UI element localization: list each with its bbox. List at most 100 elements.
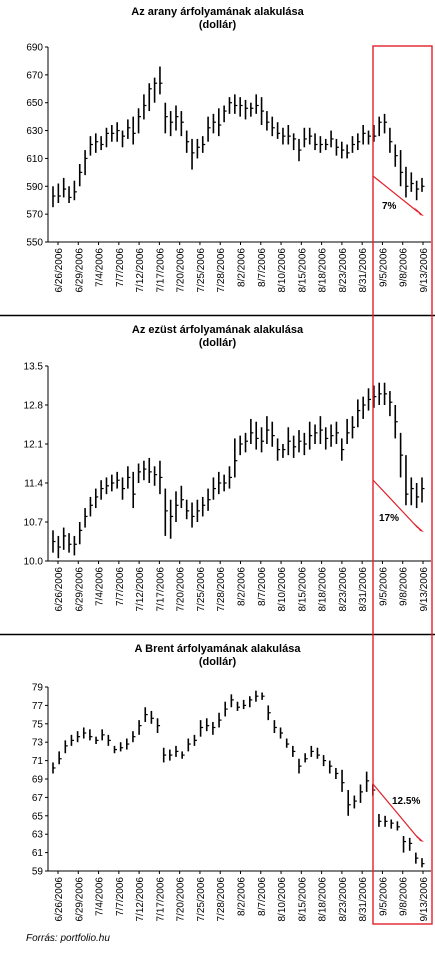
x-tick-label: 7/4/2006 [95,877,106,916]
y-tick-label: 77 [32,701,44,712]
x-tick-label: 8/18/2006 [318,567,329,612]
x-tick-label: 6/29/2006 [74,877,85,922]
chart-subtitle: (dollár) [199,656,237,668]
chart-title: Az arany árfolyamának alakulása [131,6,304,18]
x-tick-label: 8/18/2006 [318,877,329,922]
y-tick-label: 73 [32,738,44,749]
source-caption: Forrás: portfolio.hu [26,933,110,944]
x-tick-label: 9/5/2006 [378,567,389,606]
x-tick-label: 6/26/2006 [54,248,65,293]
y-tick-label: 63 [32,830,44,841]
x-tick-label: 6/26/2006 [54,877,65,922]
chart-subtitle: (dollár) [199,19,237,31]
y-tick-label: 13.5 [24,362,44,373]
x-tick-label: 8/2/2006 [237,567,248,606]
trend-arrow-head [414,207,424,216]
x-tick-label: 7/28/2006 [216,877,227,922]
x-tick-label: 8/31/2006 [358,877,369,922]
y-tick-label: 69 [32,775,44,786]
chart-title: Az ezüst árfolyamának alakulása [132,324,304,336]
x-tick-label: 7/20/2006 [176,248,187,293]
y-tick-label: 630 [26,126,43,137]
trend-arrow [372,175,419,213]
x-tick-label: 7/4/2006 [95,248,106,287]
x-tick-label: 7/28/2006 [216,567,227,612]
x-tick-label: 7/25/2006 [196,877,207,922]
y-tick-label: 650 [26,98,43,109]
y-tick-label: 61 [32,848,44,859]
x-tick-label: 9/5/2006 [378,248,389,287]
x-tick-label: 7/12/2006 [135,248,146,293]
x-tick-label: 8/18/2006 [318,248,329,293]
x-tick-label: 7/17/2006 [155,248,166,293]
y-tick-label: 67 [32,793,44,804]
y-tick-label: 12.1 [24,440,44,451]
x-tick-label: 8/23/2006 [338,567,349,612]
chart-panel-1: Az arany árfolyamának alakulása(dollár) 5… [26,6,431,293]
x-tick-label: 7/17/2006 [155,877,166,922]
x-tick-label: 7/25/2006 [196,567,207,612]
x-tick-label: 9/8/2006 [399,567,410,606]
x-tick-label: 7/12/2006 [135,567,146,612]
y-tick-label: 65 [32,811,44,822]
change-annotation: 12.5% [392,796,420,807]
x-tick-label: 7/4/2006 [95,567,106,606]
x-tick-label: 7/7/2006 [115,567,126,606]
y-tick-label: 10.7 [24,518,44,529]
trend-arrow [372,783,419,839]
x-tick-label: 8/7/2006 [257,877,268,916]
x-tick-label: 8/7/2006 [257,248,268,287]
x-tick-label: 8/2/2006 [237,877,248,916]
y-tick-label: 11.4 [24,479,43,490]
y-tick-label: 690 [26,43,43,54]
y-tick-label: 670 [26,70,43,81]
x-tick-label: 8/15/2006 [297,877,308,922]
y-tick-label: 79 [32,683,44,694]
chart-title: A Brent árfolyamának alakulása [135,643,302,655]
x-tick-label: 7/17/2006 [155,567,166,612]
x-tick-label: 7/20/2006 [176,567,187,612]
y-tick-label: 550 [26,238,43,249]
x-tick-label: 8/10/2006 [277,567,288,612]
y-tick-label: 10.0 [24,557,44,568]
y-tick-label: 59 [32,867,44,878]
y-tick-label: 590 [26,182,43,193]
x-tick-label: 7/12/2006 [135,877,146,922]
change-annotation: 7% [382,201,397,212]
highlight-box [372,45,433,925]
x-tick-label: 7/7/2006 [115,877,126,916]
x-tick-label: 7/20/2006 [176,877,187,922]
chart-subtitle: (dollár) [199,337,237,349]
trend-arrow-head [414,833,424,842]
x-tick-label: 6/29/2006 [74,248,85,293]
y-tick-label: 71 [32,756,44,767]
trend-arrow-head [414,523,424,532]
x-tick-label: 6/26/2006 [54,567,65,612]
y-tick-label: 610 [26,154,43,165]
x-tick-label: 8/7/2006 [257,567,268,606]
x-tick-label: 8/23/2006 [338,248,349,293]
x-tick-label: 9/8/2006 [399,877,410,916]
x-tick-label: 7/7/2006 [115,248,126,287]
x-tick-label: 6/29/2006 [74,567,85,612]
x-tick-label: 8/15/2006 [297,248,308,293]
x-tick-label: 8/31/2006 [358,248,369,293]
x-tick-label: 8/15/2006 [297,567,308,612]
change-annotation: 17% [379,513,399,524]
x-tick-label: 8/31/2006 [358,567,369,612]
chart-panel-2: Az ezüst árfolyamának alakulása(dollár) 1… [24,324,431,612]
x-tick-label: 9/8/2006 [399,248,410,287]
x-tick-label: 9/13/2006 [419,567,430,612]
y-tick-label: 12.8 [24,401,44,412]
x-tick-label: 7/25/2006 [196,248,207,293]
chart-panel-3: A Brent árfolyamának alakulása(dollár) 59… [32,643,431,922]
x-tick-label: 8/10/2006 [277,248,288,293]
x-tick-label: 8/10/2006 [277,877,288,922]
x-tick-label: 9/13/2006 [419,877,430,922]
y-tick-label: 75 [32,719,44,730]
x-tick-label: 9/5/2006 [378,877,389,916]
x-tick-label: 8/23/2006 [338,877,349,922]
x-tick-label: 8/2/2006 [237,248,248,287]
y-tick-label: 570 [26,210,43,221]
